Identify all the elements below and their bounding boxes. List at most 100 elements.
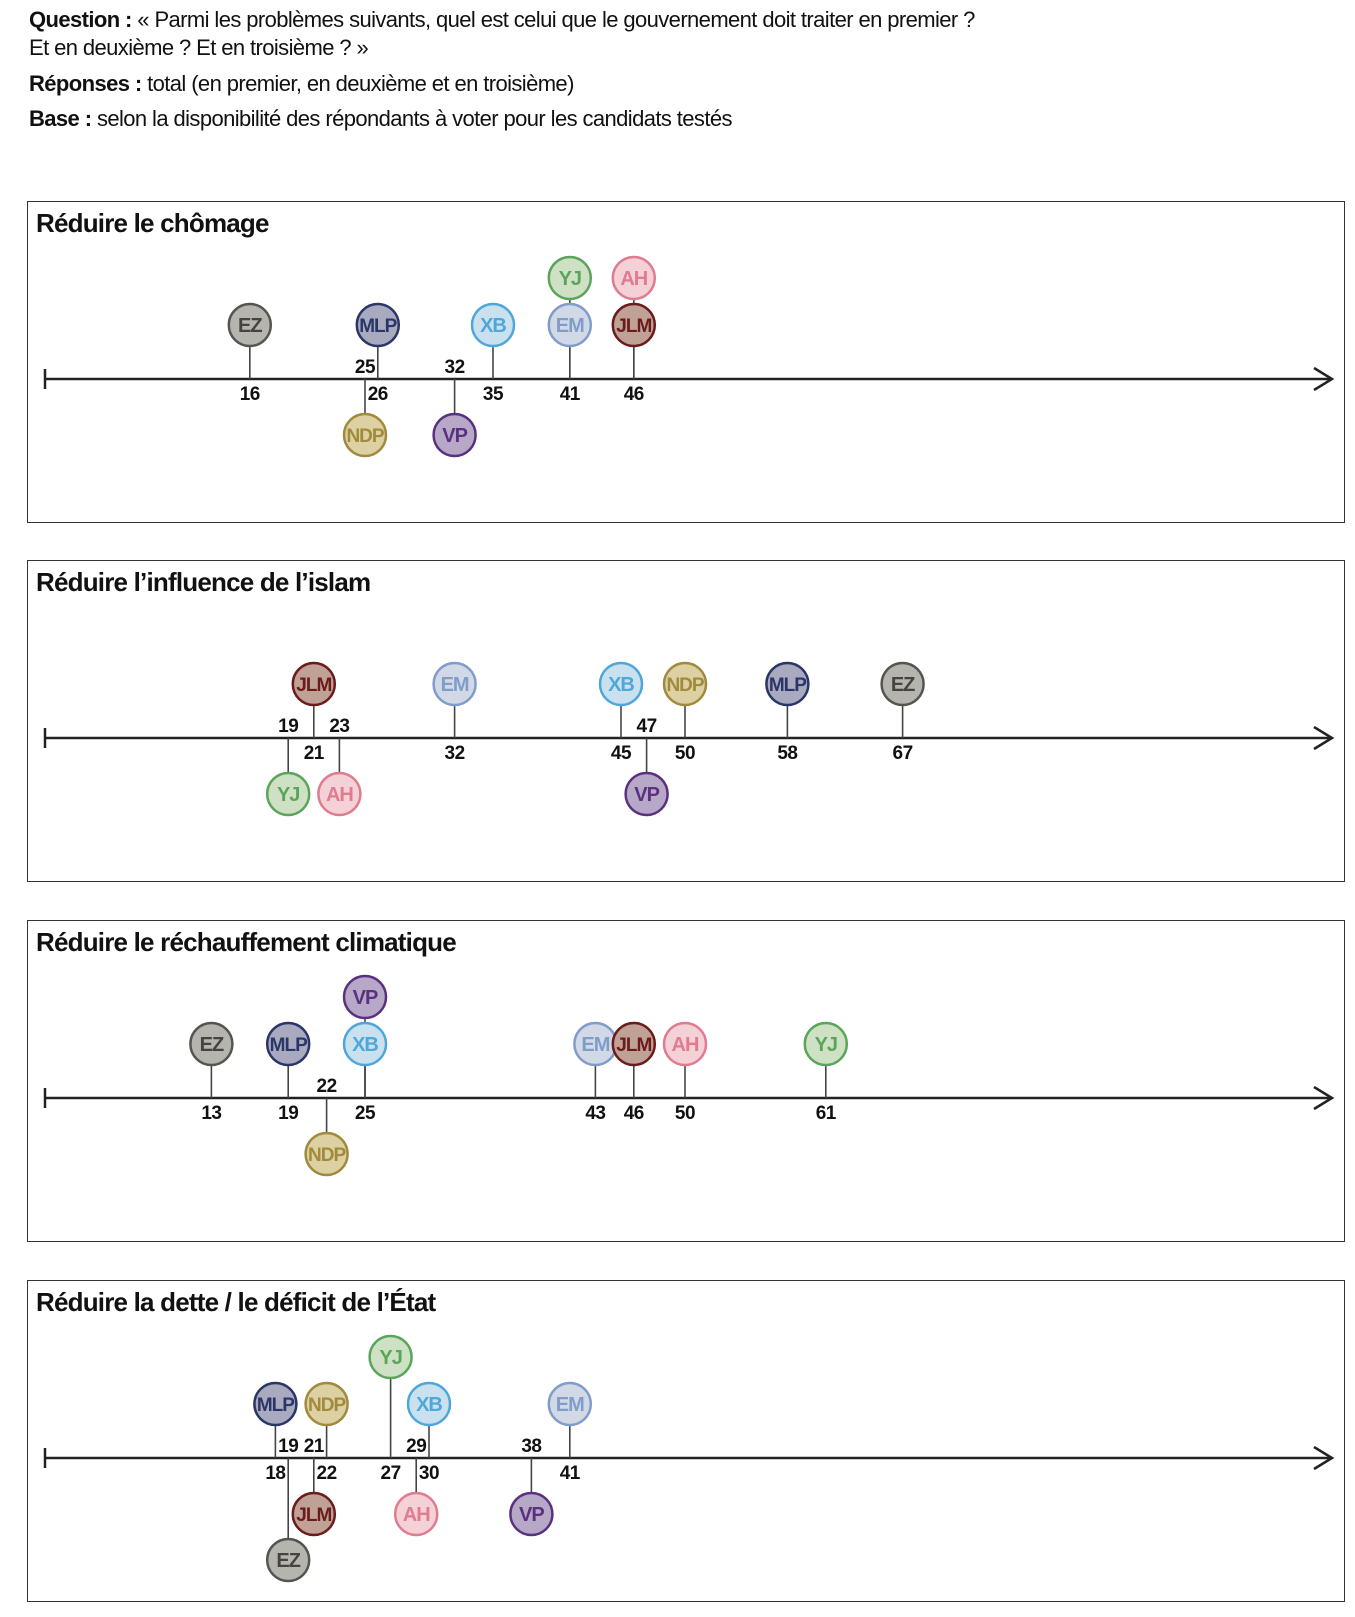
candidate-label: AH xyxy=(326,784,353,806)
marker-ez: EZ 67 xyxy=(880,661,925,764)
candidate-label: XB xyxy=(352,1034,378,1056)
value-label: 19 xyxy=(278,1436,298,1457)
base-line: Base : selon la disponibilité des répond… xyxy=(29,105,732,133)
question-text: « Parmi les problèmes suivants, quel est… xyxy=(131,7,975,32)
candidate-label: YJ xyxy=(559,268,581,290)
marker-mlp: MLP 19 xyxy=(265,1021,311,1124)
candidate-label: VP xyxy=(353,987,378,1009)
value-label: 50 xyxy=(675,743,695,764)
candidate-circle xyxy=(547,255,593,301)
candidate-circle xyxy=(803,1021,849,1067)
candidate-label: EZ xyxy=(276,1550,300,1572)
candidate-circle xyxy=(265,1021,311,1067)
candidate-label: YJ xyxy=(277,784,299,806)
value-label: 43 xyxy=(585,1103,605,1124)
marker-ndp: NDP 50 xyxy=(662,661,708,764)
marker-vp: VP 47 xyxy=(624,716,669,817)
marker-mlp: MLP 18 xyxy=(253,1381,298,1484)
panel-title: Réduire la dette / le déficit de l’État xyxy=(36,1287,436,1317)
value-label: 61 xyxy=(816,1103,837,1124)
value-label: 35 xyxy=(483,384,504,405)
candidate-circle xyxy=(598,661,644,707)
candidate-circle xyxy=(432,661,477,707)
value-label: 32 xyxy=(445,743,465,764)
candidate-label: MLP xyxy=(257,1395,295,1416)
candidate-label: XB xyxy=(608,674,634,696)
candidate-circle xyxy=(662,1021,708,1067)
candidate-circle xyxy=(189,1021,234,1067)
candidate-circle xyxy=(291,1491,337,1537)
candidate-label: YJ xyxy=(379,1347,401,1369)
value-label: 22 xyxy=(317,1076,337,1097)
candidate-label: AH xyxy=(403,1504,430,1526)
marker-yj: YJ xyxy=(547,255,593,301)
candidate-circle xyxy=(406,1381,452,1427)
marker-xb: XB 45 xyxy=(598,661,644,764)
marker-jlm: JLM 46 xyxy=(611,1021,657,1124)
candidate-label: JLM xyxy=(616,1035,651,1056)
value-label: 25 xyxy=(355,1103,376,1124)
base-text: selon la disponibilité des répondants à … xyxy=(91,106,733,131)
candidate-circle xyxy=(611,1021,657,1067)
responses-text: total (en premier, en deuxième et en tro… xyxy=(141,71,574,96)
marker-jlm: JLM 21 xyxy=(291,661,337,764)
candidate-circle xyxy=(470,302,516,348)
axis-arrow-icon xyxy=(1313,1445,1335,1471)
value-label: 27 xyxy=(381,1463,401,1484)
marker-ez: EZ 16 xyxy=(227,302,273,405)
question-line1: Question : « Parmi les problèmes suivant… xyxy=(29,6,975,34)
candidate-circle xyxy=(342,974,388,1020)
candidate-circle xyxy=(611,302,657,348)
candidate-circle xyxy=(393,1491,439,1537)
marker-em: EM 32 xyxy=(432,661,477,764)
marker-vp: VP 32 xyxy=(432,357,477,458)
marker-xb: XB 25 xyxy=(342,1021,388,1124)
candidate-label: XB xyxy=(416,1394,442,1416)
marker-mlp: MLP 26 xyxy=(355,302,401,405)
candidate-label: VP xyxy=(634,784,659,806)
candidate-circle xyxy=(342,412,388,458)
candidate-circle xyxy=(611,255,657,301)
marker-vp: VP 38 xyxy=(509,1436,554,1537)
marker-xb: XB 35 xyxy=(470,302,516,405)
candidate-label: NDP xyxy=(308,1145,346,1166)
marker-em: EM 41 xyxy=(547,302,593,405)
panel-chomage: Réduire le chômage EZ 16 NDP 25 MLP 26 VP 32 XB 35… xyxy=(27,201,1345,523)
candidate-label: EM xyxy=(556,1394,584,1416)
marker-layer: EZ 16 NDP 25 MLP 26 VP 32 XB 35 EM 41 YJ JLM 46 AH xyxy=(227,255,657,458)
marker-yj: YJ 61 xyxy=(803,1021,849,1124)
candidate-label: AH xyxy=(620,268,647,290)
candidate-circle xyxy=(304,1131,349,1177)
value-label: 32 xyxy=(445,357,465,378)
marker-yj: YJ 19 xyxy=(265,716,311,817)
value-label: 38 xyxy=(521,1436,541,1457)
candidate-label: MLP xyxy=(359,316,397,337)
candidate-label: EM xyxy=(556,315,584,337)
candidate-label: JLM xyxy=(296,675,331,696)
marker-ndp: NDP 22 xyxy=(304,1381,349,1484)
marker-vp: VP xyxy=(342,974,388,1020)
candidate-label: VP xyxy=(519,1504,544,1526)
marker-jlm: JLM 46 xyxy=(611,302,657,405)
value-label: 29 xyxy=(406,1436,426,1457)
panel-islam: Réduire l’influence de l’islam YJ 19 JLM 21 A… xyxy=(27,560,1345,882)
value-label: 41 xyxy=(560,1463,581,1484)
candidate-circle xyxy=(265,1537,311,1583)
axis-chart: EZ 16 NDP 25 MLP 26 VP 32 XB 35 EM 41 YJ JLM 46 AH xyxy=(43,255,1335,458)
value-label: 30 xyxy=(419,1463,439,1484)
candidate-label: MLP xyxy=(270,1035,308,1056)
value-label: 58 xyxy=(777,743,797,764)
value-label: 21 xyxy=(304,743,325,764)
candidate-label: EM xyxy=(441,674,469,696)
value-label: 22 xyxy=(317,1463,337,1484)
candidate-label: EZ xyxy=(238,315,262,337)
panel-title: Réduire l’influence de l’islam xyxy=(36,567,371,597)
marker-layer: EZ 13 MLP 19 NDP 22 XB 25 VP EM 43 JLM 46 AH 50 YJ 61 xyxy=(189,974,849,1177)
panel-climat: Réduire le réchauffement climatique EZ 13 M… xyxy=(27,920,1345,1242)
panel-title: Réduire le chômage xyxy=(36,208,269,238)
candidate-label: XB xyxy=(480,315,506,337)
value-label: 21 xyxy=(304,1436,325,1457)
candidate-label: NDP xyxy=(346,426,384,447)
marker-ah: AH 29 xyxy=(393,1436,439,1537)
